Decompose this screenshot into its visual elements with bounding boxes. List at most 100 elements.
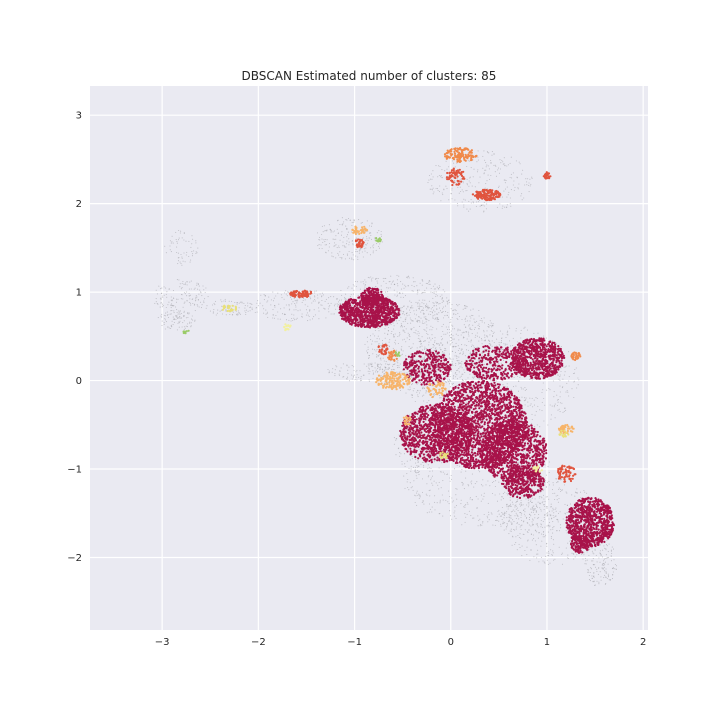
data-point	[305, 314, 307, 316]
data-point	[415, 368, 417, 370]
data-point	[432, 291, 434, 294]
data-point	[466, 502, 468, 504]
data-point	[594, 508, 596, 510]
data-point	[447, 311, 449, 314]
data-point	[509, 515, 511, 517]
data-point	[416, 347, 418, 349]
data-point	[446, 342, 449, 344]
data-point	[498, 185, 500, 187]
data-point	[422, 358, 424, 360]
data-point	[478, 309, 480, 312]
data-point	[266, 313, 268, 315]
data-point	[435, 363, 437, 365]
data-point	[610, 549, 612, 551]
data-point	[536, 397, 538, 400]
data-point	[394, 333, 396, 335]
data-point	[189, 321, 191, 323]
data-point	[532, 523, 535, 525]
data-point	[367, 370, 369, 372]
data-point	[327, 302, 329, 304]
data-point	[606, 577, 608, 580]
data-point	[556, 482, 558, 484]
data-point	[354, 309, 357, 312]
data-point	[409, 366, 412, 369]
data-point	[376, 349, 378, 351]
data-point	[191, 251, 193, 253]
data-point	[161, 306, 163, 308]
data-point	[439, 165, 441, 168]
data-point	[475, 358, 477, 360]
data-point	[347, 231, 349, 233]
data-point	[455, 364, 457, 366]
data-point	[378, 327, 380, 329]
data-point	[419, 495, 421, 497]
data-point	[424, 339, 426, 342]
data-point	[351, 321, 354, 324]
data-point	[427, 411, 430, 413]
data-point	[179, 286, 181, 288]
data-point	[377, 364, 379, 367]
data-point	[366, 244, 368, 246]
data-point	[530, 508, 532, 510]
data-point	[453, 468, 456, 470]
data-point	[314, 298, 316, 301]
data-point	[407, 478, 409, 481]
data-point	[465, 379, 467, 381]
data-point	[426, 347, 428, 350]
data-point	[480, 317, 483, 320]
data-point	[387, 363, 389, 365]
data-point	[559, 402, 561, 404]
data-point	[378, 247, 381, 249]
data-point	[439, 471, 441, 473]
data-point	[417, 305, 419, 307]
data-point	[182, 306, 184, 308]
data-point	[464, 305, 466, 307]
data-point	[170, 296, 172, 298]
data-point	[507, 353, 509, 355]
data-point	[345, 219, 347, 221]
data-point	[464, 395, 467, 397]
data-point	[439, 303, 441, 305]
data-point	[573, 558, 575, 560]
data-point	[550, 418, 552, 420]
data-point	[603, 577, 605, 579]
data-point	[318, 307, 320, 309]
data-point	[289, 296, 292, 298]
data-point	[301, 313, 303, 315]
data-point	[502, 514, 504, 516]
data-point	[551, 340, 554, 342]
data-point	[381, 364, 383, 366]
data-point	[446, 168, 448, 170]
data-point	[365, 247, 367, 249]
data-point	[396, 295, 398, 297]
data-point	[404, 314, 406, 316]
data-point	[504, 386, 507, 388]
data-point	[340, 290, 342, 292]
data-point	[362, 374, 364, 376]
data-point	[379, 363, 381, 365]
data-point	[548, 387, 550, 390]
data-point	[591, 575, 593, 577]
data-point	[486, 164, 488, 166]
data-point	[454, 510, 456, 512]
data-point	[379, 367, 381, 369]
data-point	[179, 311, 181, 313]
data-point	[281, 297, 283, 299]
data-point	[263, 299, 265, 301]
data-point	[417, 472, 419, 474]
data-point	[530, 533, 532, 535]
data-point	[423, 400, 425, 402]
data-point	[373, 244, 375, 246]
data-point	[168, 288, 170, 290]
data-point	[468, 340, 470, 342]
data-point	[532, 505, 534, 507]
data-point	[520, 502, 522, 504]
data-point	[346, 254, 349, 256]
data-point	[334, 369, 336, 371]
data-point	[178, 326, 180, 328]
data-point	[464, 318, 466, 320]
data-point	[384, 277, 386, 280]
data-point	[328, 246, 330, 248]
data-point	[178, 312, 180, 314]
data-point	[182, 280, 184, 283]
